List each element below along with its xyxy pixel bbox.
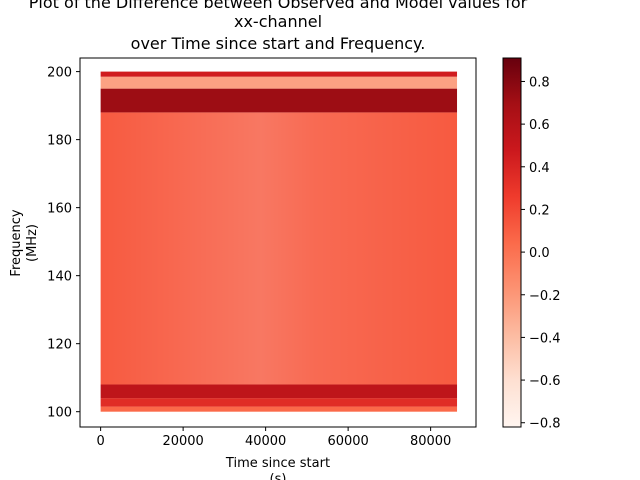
y-tick-label: 140 (47, 270, 72, 285)
plot-frame (79, 57, 477, 428)
colorbar-tick-label: 0.0 (529, 246, 550, 261)
y-axis-label-line-1: Frequency (9, 209, 24, 276)
colorbar-tick-label: −0.4 (529, 331, 561, 346)
x-tick-label: 60000 (327, 434, 368, 449)
y-tick-label: 180 (47, 134, 72, 149)
y-axis: 100 120 140 160 180 200 (47, 66, 80, 421)
x-tick-label: 40000 (245, 434, 286, 449)
colorbar-tick-label: −0.6 (529, 374, 561, 389)
heatmap-band (100, 76, 458, 89)
heatmap-band (100, 88, 458, 113)
colorbar-tick-label: −0.2 (529, 289, 561, 304)
chart-title-line-2: xx-channel (234, 12, 322, 31)
y-tick-label: 100 (47, 406, 72, 421)
heatmap-band (100, 71, 458, 77)
heatmap-band (100, 384, 458, 399)
heatmap-band (100, 406, 458, 412)
chart-title: Plot of the Difference between Observed … (29, 0, 528, 53)
x-axis: 0 20000 40000 60000 80000 (96, 427, 451, 449)
x-tick-label: 0 (96, 434, 104, 449)
y-tick-label: 200 (47, 66, 72, 81)
colorbar-ticks: 0.8 0.6 0.4 0.2 0.0 −0.2 −0.4 −0.6 −0.8 (521, 75, 561, 432)
colorbar-tick-label: 0.4 (529, 161, 550, 176)
heatmap-plot: 0 20000 40000 60000 80000 100 120 140 160 180 200 (47, 57, 477, 449)
heatmap-band (100, 398, 458, 407)
chart-title-line-1: Plot of the Difference between Observed … (29, 0, 528, 12)
x-axis-label-line-2: (s) (270, 472, 287, 480)
colorbar-tick-label: 0.8 (529, 75, 550, 90)
colorbar-tick-label: 0.2 (529, 203, 550, 218)
x-tick-label: 80000 (410, 434, 451, 449)
chart-title-line-3: over Time since start and Frequency. (131, 34, 426, 53)
colorbar-gradient (502, 57, 522, 428)
y-tick-label: 120 (47, 338, 72, 353)
colorbar: 0.8 0.6 0.4 0.2 0.0 −0.2 −0.4 −0.6 −0.8 (502, 57, 561, 432)
heatmap-cells (100, 71, 458, 412)
heatmap-shading (100, 112, 458, 385)
colorbar-tick-label: 0.6 (529, 118, 550, 133)
y-tick-label: 160 (47, 202, 72, 217)
x-tick-label: 20000 (162, 434, 203, 449)
colorbar-tick-label: −0.8 (529, 417, 561, 432)
x-axis-label-line-1: Time since start (225, 456, 330, 471)
y-axis-label-line-2: (MHz) (25, 224, 40, 262)
